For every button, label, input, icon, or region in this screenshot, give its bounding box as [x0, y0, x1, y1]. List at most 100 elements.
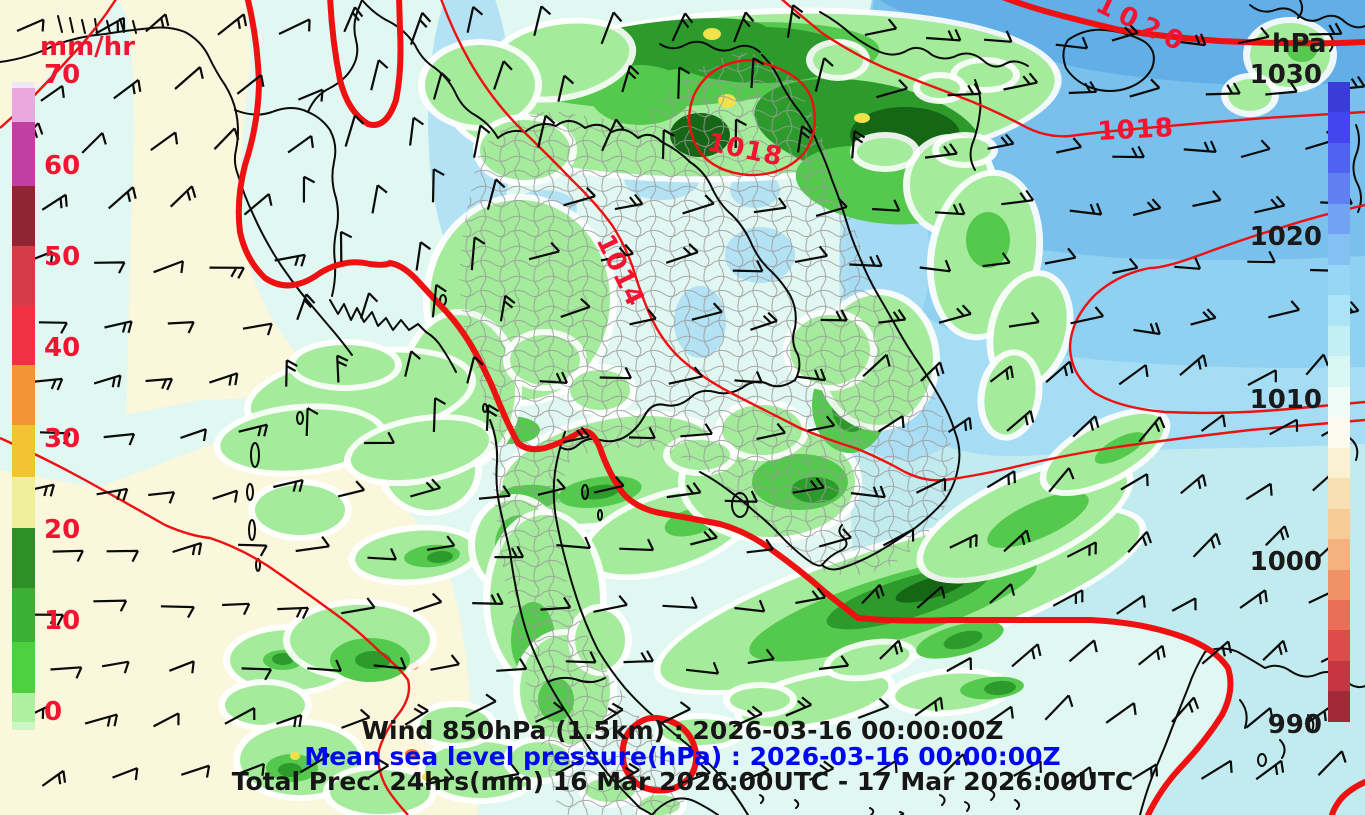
wind-barb — [851, 130, 866, 159]
wind-barb — [41, 769, 67, 787]
wind-barb — [38, 321, 68, 334]
precip-colorbar-segment — [12, 477, 35, 528]
precip-colorbar-segment — [12, 588, 35, 642]
wind-barb — [600, 243, 634, 262]
wind-barb — [1120, 473, 1149, 491]
pressure-colorbar-segment — [1328, 599, 1350, 631]
caption-wind: Wind 850hPa (1.5km) : 2026-03-16 00:00:0… — [361, 716, 1004, 745]
precip-blob — [730, 688, 790, 712]
wind-barb — [599, 367, 632, 380]
precip-tick-label: 0 — [44, 697, 63, 727]
wind-barb — [926, 28, 962, 42]
wind-barb — [1133, 322, 1161, 336]
precip-blob — [255, 485, 345, 535]
precip-blob — [272, 653, 294, 665]
wind-barb — [299, 748, 330, 774]
wind-barb — [278, 18, 311, 35]
wind-barb — [150, 131, 179, 151]
wind-barb — [410, 478, 441, 498]
precip-colorbar-segment — [12, 528, 35, 588]
wind-barb — [241, 667, 273, 681]
wind-barb — [337, 480, 366, 498]
wind-barb — [619, 538, 655, 552]
wind-barb — [174, 66, 204, 90]
wind-barb — [1111, 23, 1139, 42]
wind-barb — [1069, 202, 1103, 216]
wind-barb — [882, 528, 915, 547]
wind-barb — [857, 697, 890, 720]
wind-barb — [209, 372, 239, 386]
wind-barb — [1247, 250, 1276, 264]
wind-barb — [987, 133, 1015, 150]
wind-barb — [276, 714, 303, 728]
pressure-scale-title: hPa — [1272, 29, 1327, 59]
wind-barb — [1072, 415, 1100, 438]
wind-barb — [237, 762, 265, 776]
wind-barb — [916, 585, 946, 609]
wind-barb — [1180, 473, 1207, 495]
wind-barb — [808, 760, 835, 781]
wind-barb — [943, 753, 968, 775]
wind-barb — [756, 422, 786, 441]
precip-colorbar-segment — [12, 186, 35, 246]
precip-tick-label: 50 — [44, 242, 81, 272]
wind-barb — [1174, 257, 1202, 270]
wind-barb — [172, 542, 203, 556]
wind-barb — [946, 656, 972, 673]
wind-barb — [533, 5, 552, 36]
wind-barb — [1179, 33, 1207, 47]
wind-barb — [341, 597, 376, 615]
wind-barb — [734, 371, 763, 384]
wind-barb — [466, 6, 484, 33]
wind-barb — [242, 322, 273, 336]
wind-barb — [1068, 639, 1098, 663]
precip-blob — [943, 630, 983, 650]
wind-barb — [1112, 145, 1145, 159]
wind-barb — [1255, 759, 1285, 781]
wind-barb — [307, 659, 343, 672]
wind-barb — [297, 88, 324, 102]
wind-barb — [1138, 416, 1166, 443]
wind-barb — [466, 355, 484, 384]
wind-barb — [661, 129, 675, 159]
wind-barb — [222, 602, 251, 616]
wind-barb — [733, 11, 755, 43]
wind-barb — [1240, 139, 1271, 159]
wind-barb — [691, 302, 723, 321]
precip-blob — [1228, 79, 1272, 111]
wind-barb — [112, 767, 139, 781]
wind-barb — [984, 30, 1013, 43]
wind-barb — [487, 763, 520, 781]
wind-barb — [680, 423, 713, 438]
precip-scale-title: mm/hr — [40, 32, 136, 62]
wind-barb — [426, 535, 456, 551]
wind-barb — [296, 293, 316, 321]
wind-barb — [1317, 750, 1347, 776]
wind-barb — [370, 59, 389, 91]
pressure-tick-label: 1010 — [1249, 384, 1322, 415]
wind-barb — [820, 309, 848, 322]
wind-barb — [796, 125, 813, 153]
wind-barb — [556, 752, 582, 775]
precip-blob — [987, 492, 1089, 548]
pressure-colorbar-segment — [1328, 508, 1350, 540]
pressure-colorbar — [1328, 82, 1350, 722]
wind-barb — [1105, 702, 1137, 724]
wind-barb — [169, 185, 197, 208]
wind-barb — [556, 536, 592, 550]
pressure-colorbar-segment — [1328, 569, 1350, 600]
wind-barb — [1190, 308, 1217, 326]
wind-barb — [103, 432, 136, 446]
wind-barb — [1179, 354, 1208, 377]
precip-colorbar-segment — [12, 642, 35, 693]
wind-barb — [96, 487, 129, 501]
wind-barb — [1201, 640, 1232, 665]
wind-barb — [1254, 195, 1286, 214]
wind-barb — [938, 304, 972, 324]
wind-barb — [658, 701, 691, 726]
wind-barb — [1116, 594, 1146, 615]
wind-barb — [295, 535, 330, 553]
wind-barb — [1200, 759, 1233, 780]
wind-barb — [668, 366, 704, 385]
